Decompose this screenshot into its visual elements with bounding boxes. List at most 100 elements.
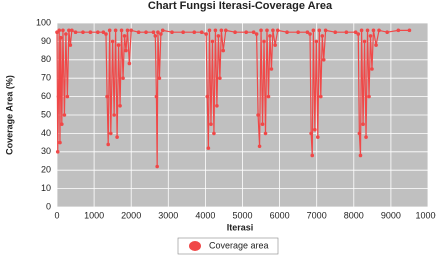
data-point: [104, 32, 108, 36]
data-point: [212, 131, 216, 136]
data-point: [374, 43, 378, 47]
data-point: [216, 34, 221, 38]
y-tick-label: 40: [41, 128, 51, 138]
data-point: [309, 131, 313, 136]
data-point: [192, 30, 197, 34]
data-point: [218, 76, 222, 80]
data-point: [257, 144, 262, 149]
data-point: [333, 30, 338, 34]
data-point: [64, 32, 68, 36]
data-point: [215, 104, 219, 108]
x-tick-label: 4000: [195, 210, 215, 220]
y-tick-label: 70: [41, 73, 51, 83]
data-point: [108, 131, 113, 136]
data-point: [221, 48, 226, 53]
y-tick-label: 20: [41, 165, 51, 175]
data-point: [364, 135, 368, 139]
data-point: [122, 34, 127, 38]
data-point: [118, 104, 122, 108]
data-point: [204, 32, 208, 36]
data-point: [88, 30, 93, 34]
data-point: [263, 131, 268, 136]
x-tick-label: 8000: [344, 210, 364, 220]
data-point: [320, 34, 325, 38]
data-point: [55, 150, 60, 154]
data-point: [151, 30, 156, 34]
data-point: [213, 28, 218, 33]
data-point: [314, 39, 319, 44]
data-point: [251, 30, 256, 34]
data-point: [357, 131, 362, 136]
data-point: [317, 28, 322, 33]
data-point: [181, 30, 185, 34]
chart-title: Chart Fungsi Iterasi-Coverage Area: [148, 0, 333, 12]
y-tick-label: 10: [41, 183, 51, 193]
x-axis-label: Iterasi: [227, 222, 254, 232]
legend-label: Coverage area: [209, 240, 269, 250]
data-point: [321, 58, 326, 62]
data-point: [62, 113, 67, 117]
data-point: [219, 28, 224, 33]
data-point: [160, 28, 165, 33]
data-point: [96, 30, 100, 34]
data-point: [206, 146, 211, 150]
data-point: [275, 28, 280, 33]
data-point: [407, 28, 412, 33]
data-point: [271, 28, 275, 33]
data-point: [362, 39, 367, 44]
data-point: [365, 28, 370, 33]
data-point: [153, 34, 158, 38]
data-point: [121, 76, 125, 80]
data-point: [155, 164, 159, 169]
data-point: [57, 28, 62, 33]
y-tick-label: 100: [36, 17, 51, 27]
data-point: [110, 39, 115, 44]
data-point: [56, 94, 61, 99]
data-point: [65, 94, 70, 99]
data-point: [323, 28, 328, 33]
data-point: [273, 43, 277, 47]
data-point: [224, 28, 228, 33]
data-point: [385, 30, 389, 34]
data-point: [170, 30, 174, 34]
data-point: [265, 28, 269, 33]
data-point: [316, 135, 320, 139]
data-point: [115, 135, 119, 139]
data-point: [119, 28, 124, 33]
data-point: [356, 32, 361, 36]
data-point: [256, 113, 260, 117]
data-point: [199, 30, 204, 34]
data-point: [318, 94, 323, 99]
x-tick-label: 9000: [381, 210, 401, 220]
data-point: [210, 39, 215, 44]
data-point: [101, 30, 106, 34]
data-point: [305, 30, 310, 34]
data-point: [259, 28, 263, 33]
y-tick-label: 30: [41, 146, 51, 156]
data-point: [205, 94, 210, 99]
data-point: [60, 122, 64, 126]
data-point: [260, 122, 265, 126]
data-point: [113, 28, 118, 33]
y-tick-label: 0: [46, 201, 51, 211]
y-tick-label: 60: [41, 91, 51, 101]
data-point: [67, 28, 71, 33]
data-point: [107, 28, 112, 33]
data-point: [377, 28, 381, 33]
x-tick-label: 3000: [158, 210, 178, 220]
data-point: [105, 94, 109, 99]
data-point: [371, 28, 376, 33]
data-point: [207, 28, 212, 33]
y-tick-label: 50: [41, 109, 51, 119]
data-point: [106, 142, 110, 147]
data-point: [244, 30, 249, 34]
data-point: [144, 30, 148, 34]
x-tick-label: 10000: [415, 210, 436, 220]
data-point: [209, 122, 213, 126]
x-tick-label: 2000: [121, 210, 141, 220]
data-point: [58, 140, 62, 145]
legend-marker: [189, 241, 201, 251]
data-point: [233, 30, 237, 34]
data-point: [344, 30, 349, 34]
